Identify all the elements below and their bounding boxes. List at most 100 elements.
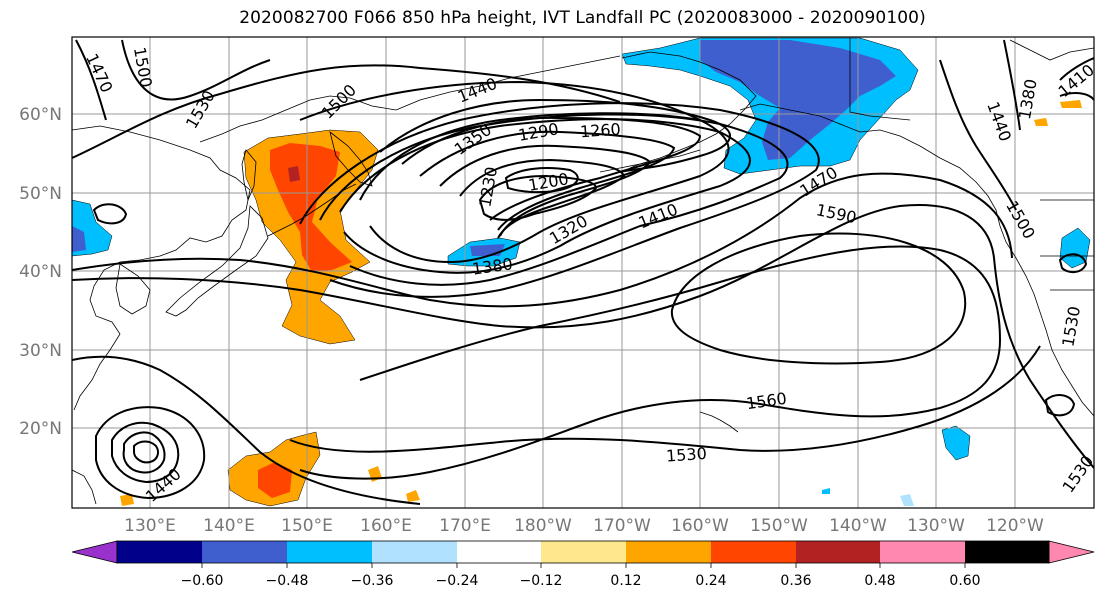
contour-line — [1058, 253, 1088, 274]
contour-line — [299, 245, 1002, 480]
lon-label: 150°W — [750, 516, 808, 536]
colorbar-segment — [202, 541, 287, 563]
lon-label: 180°W — [514, 516, 572, 536]
moderate-negative-anomaly-region-west — [72, 226, 86, 252]
map-panel: 1470 1500 1530 1500 1440 1350 1290 1260 … — [72, 37, 1094, 508]
contour-line — [670, 232, 967, 365]
colorbar-segment — [287, 541, 372, 563]
colorbar-segment — [372, 541, 457, 563]
colorbar: −0.60 −0.48 −0.36 −0.24 −0.12 0.12 0.24 … — [71, 540, 1095, 589]
contour-label: 1530 — [665, 444, 707, 466]
contour-line — [75, 39, 107, 121]
contour-line — [1044, 394, 1076, 417]
colorbar-ticks — [201, 563, 966, 568]
colorbar-low-extension — [71, 540, 118, 564]
lon-label: 140°W — [829, 516, 887, 536]
moderate-negative-anomaly-region — [700, 40, 896, 160]
contour-line — [299, 80, 701, 121]
positive-anomaly-spot — [1034, 118, 1048, 126]
map-title: 2020082700 F066 850 hPa height, IVT Land… — [239, 8, 926, 28]
strong-positive-anomaly-region-south — [258, 462, 292, 498]
coastline-hawaii — [699, 411, 739, 433]
lat-label: 60°N — [19, 105, 62, 125]
colorbar-tick-label: 0.24 — [695, 573, 726, 589]
contour-line — [459, 158, 626, 239]
colorbar-segment — [711, 541, 796, 563]
contour-line — [1059, 92, 1094, 101]
coastline-japan — [165, 205, 269, 317]
contour-line — [419, 130, 676, 231]
colorbar-segment — [965, 541, 1049, 563]
contour-line — [1059, 57, 1094, 81]
colorbar-tick-label: 0.12 — [610, 573, 641, 589]
colorbar-tick-label: 0.48 — [864, 573, 895, 589]
contour-line — [359, 112, 730, 264]
contour-line — [111, 421, 180, 484]
coastline-asia — [72, 125, 251, 411]
negative-anomaly-spot — [900, 494, 914, 506]
positive-anomaly-spot — [1060, 100, 1082, 108]
contour-line — [1003, 39, 1021, 131]
contour-line — [72, 172, 1013, 308]
height-contours — [72, 39, 1094, 505]
lon-label: 170°W — [593, 516, 651, 536]
contour-line — [439, 144, 652, 237]
lon-label: 140°E — [203, 516, 255, 536]
lon-label: 160°E — [360, 516, 412, 536]
colorbar-segment — [626, 541, 711, 563]
lat-label: 30°N — [19, 341, 62, 361]
colorbar-tick-label: −0.60 — [181, 573, 224, 589]
colorbar-segment — [457, 541, 541, 563]
contour-line — [72, 355, 421, 505]
very-strong-positive-anomaly-region — [288, 166, 300, 182]
colorbar-segment — [880, 541, 965, 563]
colorbar-tick-label: −0.12 — [520, 573, 563, 589]
coastline-canada-border — [849, 38, 911, 121]
coastlines — [72, 38, 1094, 505]
contour-line — [72, 64, 621, 159]
coastline-kamchatka — [329, 130, 373, 187]
contour-line — [319, 113, 789, 286]
contour-line — [289, 345, 1041, 453]
lon-label: 170°E — [439, 516, 491, 536]
negative-anomaly-region-southeast — [941, 425, 971, 461]
colorbar-segment — [541, 541, 626, 563]
contour-line — [133, 440, 159, 464]
lat-label: 50°N — [19, 184, 62, 204]
coastline-canada — [1009, 39, 1094, 61]
map-frame — [71, 36, 1095, 509]
lon-label: 150°E — [281, 516, 333, 536]
coastline-sakhalin — [241, 149, 257, 202]
contour-line — [379, 98, 731, 173]
contour-line — [121, 39, 271, 101]
lat-label: 40°N — [19, 262, 62, 282]
positive-anomaly-spot — [406, 490, 420, 502]
contour-line — [72, 204, 1094, 469]
negative-anomaly-spot — [822, 488, 830, 494]
positive-anomaly-spot — [120, 494, 134, 506]
contour-line — [504, 167, 579, 194]
contour-label: 1260 — [579, 120, 621, 142]
moderate-negative-anomaly-region-central — [470, 244, 505, 256]
contour-line — [92, 203, 128, 225]
lon-label: 130°W — [907, 516, 965, 536]
lon-label: 130°E — [124, 516, 176, 536]
contour-line — [339, 118, 751, 274]
lat-label: 20°N — [19, 419, 62, 439]
contour-line — [939, 59, 1017, 211]
coastline-philippines — [72, 469, 97, 505]
contour-line — [122, 431, 166, 474]
lon-label: 160°W — [671, 516, 729, 536]
latitude-labels: 60°N 50°N 40°N 30°N 20°N — [19, 105, 62, 439]
coastline-okhotsk — [199, 95, 397, 143]
colorbar-tick-label: −0.24 — [436, 573, 479, 589]
colorbar-high-extension — [1048, 540, 1095, 564]
colorbar-tick-label: −0.48 — [266, 573, 309, 589]
contour-line — [299, 102, 820, 298]
contour-line — [95, 406, 206, 500]
colorbar-frame — [116, 540, 1050, 564]
colorbar-tick-label: 0.36 — [780, 573, 811, 589]
contour-line — [478, 174, 598, 221]
lon-label: 120°W — [986, 516, 1044, 536]
